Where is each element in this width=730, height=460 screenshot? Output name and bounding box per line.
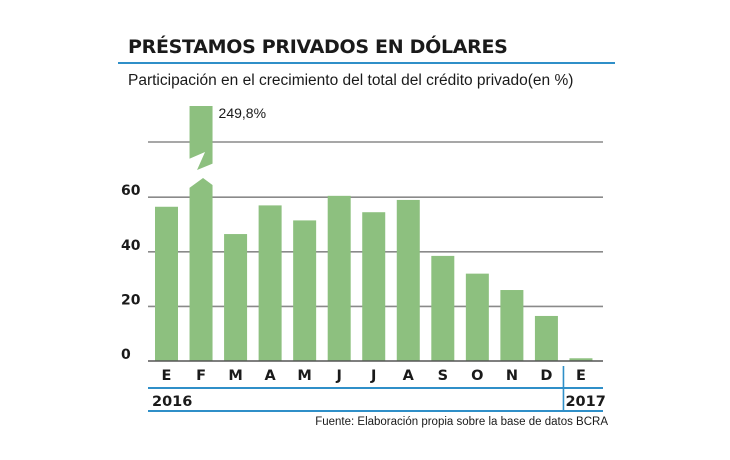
bar <box>224 234 248 361</box>
bar <box>431 255 455 361</box>
bar <box>362 212 386 361</box>
chart-title: PRÉSTAMOS PRIVADOS EN DÓLARES <box>128 36 508 58</box>
x-tick-label: A <box>403 368 415 384</box>
x-tick-label: D <box>540 368 552 384</box>
axis-break-marker <box>186 152 217 190</box>
bar <box>327 195 351 361</box>
x-tick-label: M <box>228 368 242 384</box>
y-tick-label: 60 <box>121 183 141 199</box>
x-tick-label: J <box>335 368 341 384</box>
x-tick-label: E <box>576 368 586 384</box>
bar <box>396 199 420 361</box>
bar <box>534 315 558 361</box>
data-label: 249,8% <box>219 105 266 121</box>
year-label: 2016 <box>152 394 192 410</box>
x-tick-label: E <box>162 368 172 384</box>
y-tick-label: 0 <box>121 347 131 363</box>
x-tick-label: F <box>196 368 206 384</box>
x-tick-label: M <box>297 368 311 384</box>
bar <box>569 358 593 361</box>
x-tick-label: A <box>264 368 276 384</box>
year-label: 2017 <box>565 394 605 410</box>
bar <box>258 205 282 361</box>
bar <box>465 273 489 361</box>
bar <box>500 290 524 361</box>
x-tick-label: S <box>438 368 448 384</box>
x-tick-label: O <box>471 368 483 384</box>
y-tick-label: 40 <box>121 238 141 254</box>
title-underline <box>118 62 615 64</box>
y-tick-label: 20 <box>121 292 141 308</box>
source-note: Fuente: Elaboración propia sobre la base… <box>315 416 608 428</box>
bar <box>155 206 178 361</box>
x-tick-label: N <box>506 368 518 384</box>
bar <box>189 106 213 361</box>
bar <box>293 220 317 361</box>
x-tick-label: J <box>370 368 376 384</box>
chart-subtitle: Participación en el crecimiento del tota… <box>128 72 574 89</box>
